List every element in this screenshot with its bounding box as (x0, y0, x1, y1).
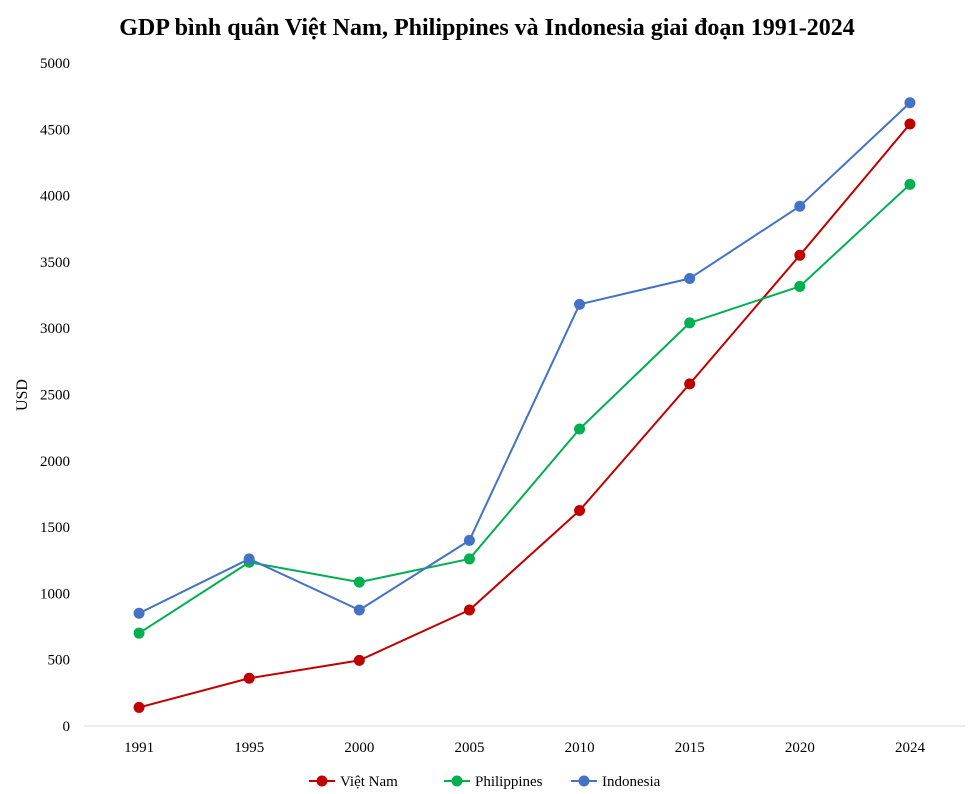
x-tick-label: 2020 (785, 740, 815, 756)
y-tick-label: 0 (63, 719, 71, 735)
data-point-philippines (463, 553, 475, 565)
data-point-philippines (574, 423, 586, 435)
data-point-philippines (684, 317, 696, 329)
data-point-philippines (794, 280, 806, 292)
legend-label: Việt Nam (340, 774, 398, 790)
y-tick-label: 2500 (40, 388, 70, 404)
x-tick-label: 2010 (565, 740, 595, 756)
series-layer (133, 97, 916, 713)
data-point-viet-nam (904, 118, 916, 130)
data-point-viet-nam (684, 378, 696, 390)
x-tick-label: 2005 (454, 740, 484, 756)
y-tick-label: 3500 (40, 255, 70, 271)
data-point-viet-nam (243, 672, 255, 684)
series-line-viet-nam (138, 123, 911, 709)
data-point-viet-nam (574, 505, 586, 517)
x-tick-label: 2024 (895, 740, 926, 756)
data-point-indonesia (904, 97, 916, 109)
data-point-philippines (133, 627, 145, 639)
legend-entry: Việt Nam (309, 774, 398, 790)
legend-label: Indonesia (602, 774, 661, 790)
y-tick-label: 5000 (40, 56, 70, 72)
legend-swatch-marker (316, 775, 328, 787)
data-point-philippines (353, 576, 365, 588)
data-point-indonesia (243, 553, 255, 565)
data-point-indonesia (574, 298, 586, 310)
legend-entry: Indonesia (571, 774, 661, 790)
data-point-viet-nam (133, 701, 145, 713)
data-point-philippines (904, 178, 916, 190)
y-tick-label: 3000 (40, 321, 70, 337)
data-point-viet-nam (353, 654, 365, 666)
legend-swatch-marker (451, 775, 463, 787)
series-line-indonesia (138, 102, 911, 615)
y-tick-label: 1000 (40, 586, 70, 602)
data-point-indonesia (794, 200, 806, 212)
x-tick-label: 1995 (234, 740, 264, 756)
y-tick-label: 4500 (40, 122, 70, 138)
x-tick-label: 2000 (344, 740, 374, 756)
legend-swatch-marker (578, 775, 590, 787)
legend-label: Philippines (475, 774, 543, 790)
legend: Việt Nam Philippines Indonesia (309, 774, 661, 790)
x-tick-label: 1991 (124, 740, 154, 756)
x-axis-ticks: 1991 1995 2000 2005 2010 2015 2020 2024 (124, 740, 925, 756)
data-point-indonesia (463, 534, 475, 546)
legend-entry: Philippines (444, 774, 543, 790)
y-tick-label: 2000 (40, 454, 70, 470)
chart-title: GDP bình quân Việt Nam, Philippines và I… (119, 15, 855, 41)
series-line-philippines (138, 183, 911, 635)
data-point-viet-nam (794, 249, 806, 261)
data-point-viet-nam (463, 604, 475, 616)
x-tick-label: 2015 (675, 740, 705, 756)
data-point-indonesia (353, 604, 365, 616)
data-point-indonesia (684, 272, 696, 284)
y-tick-label: 4000 (40, 189, 70, 205)
y-tick-label: 500 (48, 653, 71, 669)
y-axis-ticks: 0 500 1000 1500 2000 2500 3000 3500 4000 4500 5000 (40, 56, 70, 735)
data-point-indonesia (133, 607, 145, 619)
y-axis-label: USD (14, 379, 31, 411)
y-tick-label: 1500 (40, 520, 70, 536)
